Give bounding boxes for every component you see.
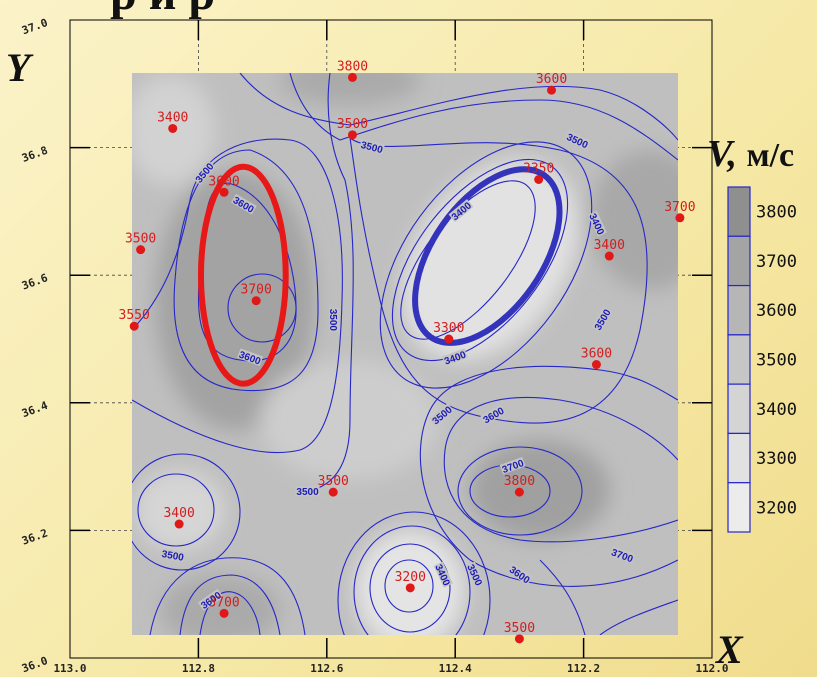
y-tick-label: 36.6 (20, 271, 50, 292)
legend-swatch (728, 286, 750, 335)
station-label: 3700 (241, 283, 272, 298)
station-label: 3500 (504, 621, 535, 636)
legend-label: 3400 (756, 400, 797, 420)
station-label: 3200 (395, 570, 426, 585)
legend-label: 3200 (756, 498, 797, 518)
y-tick-labels: 36.0 36.2 36.4 36.6 36.8 37.0 (20, 16, 50, 675)
station-label: 3550 (119, 308, 150, 323)
x-tick-label: 112.8 (182, 662, 215, 675)
legend-swatch (728, 335, 750, 384)
shade-high-e (470, 440, 610, 540)
station-label: 3700 (664, 200, 695, 215)
station-label: 3400 (157, 110, 188, 125)
y-tick-label: 36.0 (20, 654, 49, 675)
contour-label: 3500 (296, 487, 319, 498)
y-tick-label: 37.0 (20, 16, 49, 37)
x-tick-label: 113.0 (53, 662, 86, 675)
legend-swatch (728, 483, 750, 532)
x-tick-label: 112.2 (567, 662, 600, 675)
x-tick-label: 112.4 (439, 662, 472, 675)
station-label: 3500 (337, 117, 368, 132)
station-label: 3600 (208, 174, 239, 189)
legend-label: 3500 (756, 351, 797, 371)
legend-title: V, м/с (707, 132, 794, 176)
legend-label: 3600 (756, 301, 797, 321)
legend-swatch (728, 384, 750, 433)
station-label: 3800 (337, 59, 368, 74)
y-axis-title: Y (6, 44, 30, 91)
station-label: 3500 (318, 474, 349, 489)
station-label: 3400 (594, 238, 625, 253)
station-label: 3600 (581, 347, 612, 362)
legend-swatch (728, 433, 750, 482)
legend-label: 3800 (756, 203, 797, 223)
station-label: 3300 (433, 321, 464, 336)
legend-swatch (728, 187, 750, 236)
station-label: 3500 (125, 232, 156, 247)
legend-label: 3700 (756, 252, 797, 272)
station-label: 3400 (163, 506, 194, 521)
x-tick-labels: 113.0 112.8 112.6 112.4 112.2 112.0 (53, 662, 728, 675)
contour-label: 3500 (327, 309, 338, 332)
x-axis-title: X (716, 626, 743, 673)
legend-swatch (728, 236, 750, 285)
y-tick-label: 36.8 (20, 144, 49, 165)
legend-label: 3300 (756, 449, 797, 469)
station-label: 3800 (504, 474, 535, 489)
station-label: 3700 (208, 595, 239, 610)
station-label: 3350 (523, 162, 554, 177)
page-title-fragment: р и р (110, 0, 215, 21)
legend-title-unit: м/с (746, 137, 794, 174)
y-tick-label: 36.4 (20, 399, 50, 420)
x-tick-label: 112.6 (310, 662, 343, 675)
color-legend: 3800 3700 3600 3500 3400 3300 3200 (728, 187, 797, 532)
shade-high-ne (590, 150, 710, 290)
y-tick-label: 36.2 (20, 526, 49, 547)
legend-title-symbol: V, (707, 133, 737, 175)
station-label: 3600 (536, 72, 567, 87)
